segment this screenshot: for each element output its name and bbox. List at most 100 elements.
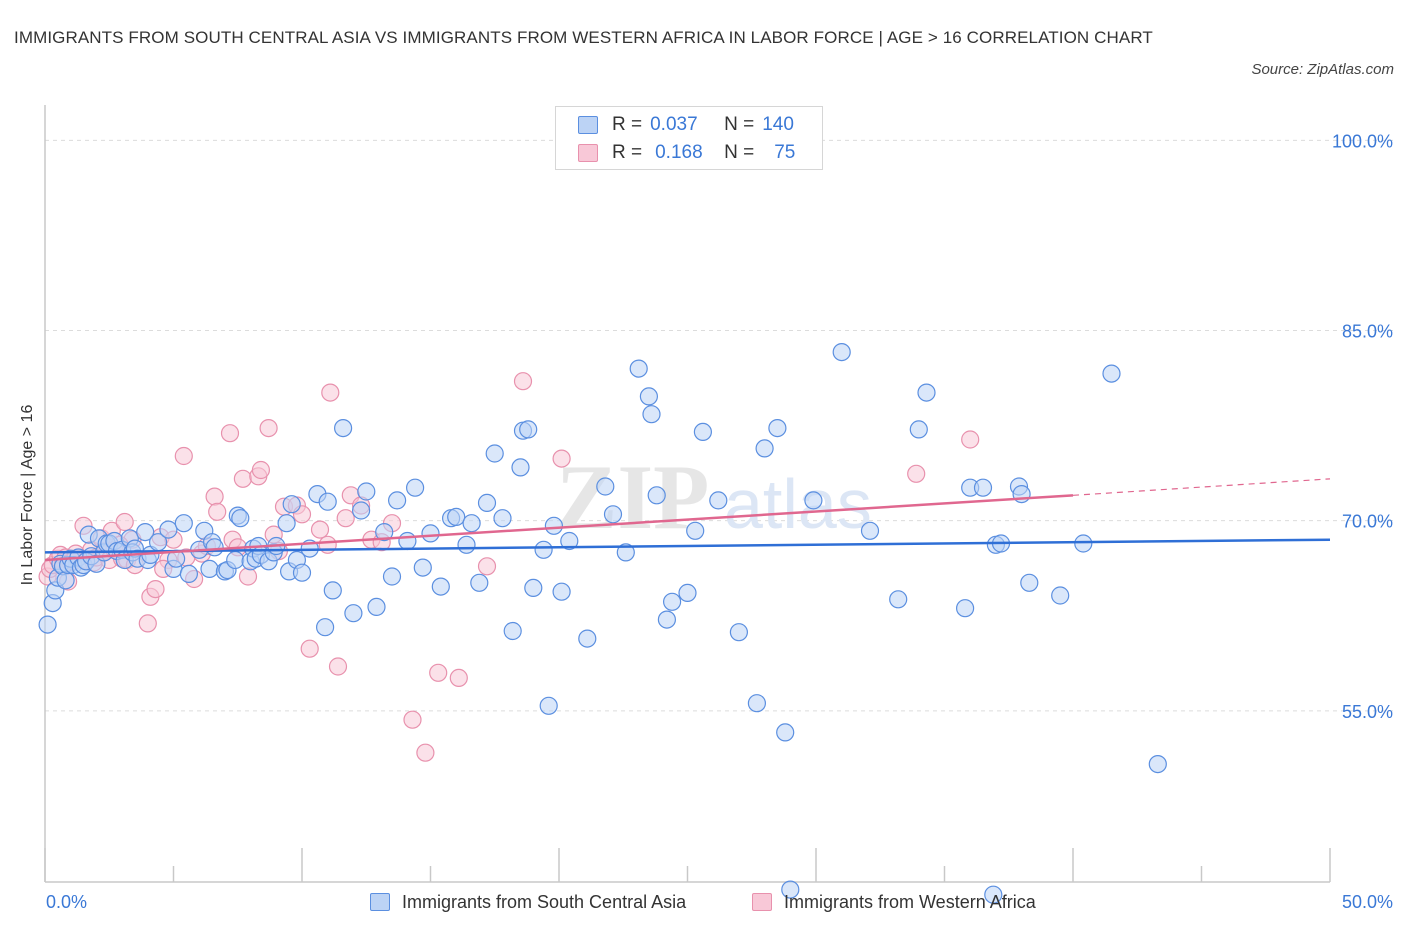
y-axis-label: In Labor Force | Age > 16 xyxy=(19,404,36,586)
n-label: N = xyxy=(724,142,755,163)
watermark-zip: ZIP xyxy=(556,446,709,548)
south-central-asia-point xyxy=(755,439,774,458)
south-central-asia-point xyxy=(552,582,571,601)
south-central-asia-point xyxy=(431,577,450,596)
south-central-asia-point xyxy=(282,495,301,514)
south-central-asia-point xyxy=(38,615,57,634)
south-central-asia-point xyxy=(447,507,466,527)
south-central-asia-point xyxy=(462,514,481,533)
south-central-asia-point xyxy=(909,420,928,439)
south-central-asia-point xyxy=(367,597,386,617)
south-central-asia-point xyxy=(596,477,615,496)
western-africa-point xyxy=(138,614,157,633)
south-central-asia-point xyxy=(357,482,376,501)
western-africa-point xyxy=(233,469,252,488)
legend-swatch-pink xyxy=(752,893,772,911)
south-central-asia-point xyxy=(544,516,564,535)
south-central-asia-point xyxy=(375,522,394,542)
western-africa-point xyxy=(238,567,258,586)
western-africa-point xyxy=(961,430,980,449)
south-central-asia-point xyxy=(226,550,245,570)
south-central-asia-point xyxy=(776,723,795,742)
r-label: R = xyxy=(612,142,643,163)
south-central-asia-point xyxy=(470,573,489,592)
western-africa-point xyxy=(328,657,348,676)
legend-item-south-central-asia[interactable]: Immigrants from South Central Asia xyxy=(370,888,686,916)
south-central-asia-point xyxy=(323,581,342,600)
legend-label: Immigrants from Western Africa xyxy=(784,891,1036,912)
south-central-asia-point xyxy=(159,520,178,539)
south-central-asia-point xyxy=(56,571,75,590)
south-central-asia-point xyxy=(1074,534,1093,553)
western-africa-point xyxy=(907,464,926,483)
western-africa-point xyxy=(403,710,422,729)
south-central-asia-point xyxy=(398,531,417,551)
n-value: 75 xyxy=(774,142,796,163)
south-central-asia-point xyxy=(485,444,504,463)
south-central-asia-point xyxy=(519,420,538,439)
western-africa-trendline-extension xyxy=(1072,478,1331,496)
south-central-asia-point xyxy=(352,501,371,520)
south-central-asia-point xyxy=(768,419,787,438)
x-tick-label: 0.0% xyxy=(46,892,87,912)
stats-swatch-pink xyxy=(578,144,598,162)
south-central-asia-point xyxy=(647,486,666,505)
western-africa-point xyxy=(300,639,319,658)
south-central-asia-point xyxy=(344,604,363,623)
y-tick-label: 85.0% xyxy=(1342,322,1393,342)
western-africa-point xyxy=(552,449,571,468)
n-label: N = xyxy=(724,114,755,135)
western-africa-point xyxy=(336,509,355,528)
western-africa-point xyxy=(220,424,240,443)
south-central-asia-point xyxy=(693,422,713,441)
south-central-asia-point xyxy=(832,343,851,362)
south-central-asia-point xyxy=(629,359,648,378)
western-africa-point xyxy=(449,668,468,688)
south-central-asia-point xyxy=(1020,573,1039,592)
western-africa-point xyxy=(259,419,278,438)
western-africa-point xyxy=(310,520,330,539)
south-central-asia-point xyxy=(984,885,1003,904)
south-central-asia-point xyxy=(860,521,880,540)
stats-swatch-blue xyxy=(578,116,598,134)
south-central-asia-point xyxy=(277,514,296,533)
chart-title: IMMIGRANTS FROM SOUTH CENTRAL ASIA VS IM… xyxy=(14,28,1153,47)
r-value: 0.168 xyxy=(655,142,703,163)
n-value: 140 xyxy=(762,114,794,135)
south-central-asia-trendline xyxy=(44,538,1331,554)
south-central-asia-point xyxy=(524,578,543,598)
south-central-asia-point xyxy=(316,618,335,637)
western-africa-point xyxy=(251,460,270,480)
western-africa-point xyxy=(174,446,193,466)
south-central-asia-point xyxy=(917,383,936,402)
watermark-atlas: atlas xyxy=(724,465,872,543)
western-africa-trendline xyxy=(44,494,1074,562)
south-central-asia-point xyxy=(231,509,250,528)
south-central-asia-points xyxy=(38,343,1167,904)
axes-layer xyxy=(44,105,1331,883)
south-central-asia-point xyxy=(406,478,425,497)
stats-row-south-central-asia: R = 0.037 N = 140 xyxy=(578,112,794,138)
south-central-asia-point xyxy=(1148,754,1167,774)
south-central-asia-point xyxy=(642,405,661,424)
trend-lines xyxy=(44,478,1331,562)
south-central-asia-point xyxy=(205,538,224,557)
r-label: R = xyxy=(612,114,643,135)
south-central-asia-point xyxy=(639,387,659,406)
stats-box: R = 0.037 N = 140 R = 0.168 N = 75 xyxy=(555,106,823,170)
legend-item-western-africa[interactable]: Immigrants from Western Africa xyxy=(752,888,1036,916)
x-tick-label: 50.0% xyxy=(1342,892,1393,912)
y-tick-label: 70.0% xyxy=(1342,512,1393,532)
western-africa-point xyxy=(477,557,497,576)
south-central-asia-point xyxy=(973,478,993,497)
western-africa-point xyxy=(429,663,448,682)
y-tick-label: 100.0% xyxy=(1332,131,1393,151)
western-africa-point xyxy=(115,512,134,532)
source-label: Source: ZipAtlas.com xyxy=(1251,61,1394,78)
south-central-asia-point xyxy=(729,623,749,642)
south-central-asia-point xyxy=(657,610,677,629)
south-central-asia-point xyxy=(804,491,823,510)
south-central-asia-point xyxy=(560,531,579,551)
south-central-asia-point xyxy=(578,629,597,648)
